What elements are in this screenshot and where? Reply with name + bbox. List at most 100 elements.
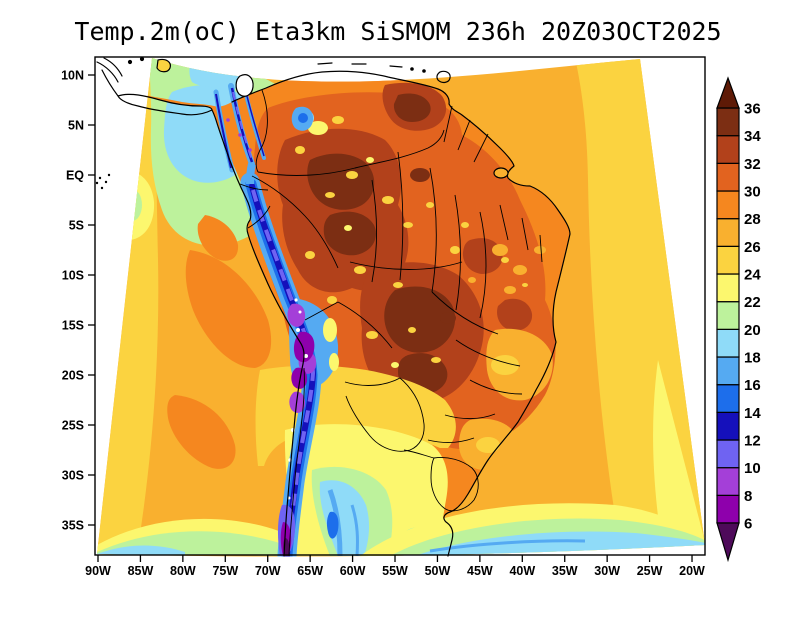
colorbar-segment [716, 245, 740, 275]
colorbar-segment [716, 384, 740, 413]
colorbar-label: 34 [744, 128, 761, 145]
colorbar-segment [716, 494, 740, 524]
colorbar: 36 34 32 30 28 26 24 22 20 18 16 14 12 10 8 6 [716, 76, 761, 563]
field-region [167, 395, 236, 469]
y-tick-label: 10N [61, 69, 84, 83]
colorbar-label: 18 [744, 350, 761, 367]
bottom-bands-east [360, 503, 705, 557]
speckle [468, 277, 476, 283]
panama-coast [101, 69, 213, 116]
x-tick-label: 85W [128, 564, 154, 578]
east-coastline [231, 70, 571, 557]
bottom-bands-west [97, 518, 300, 556]
speckle [382, 196, 394, 204]
se-brazil-patches [458, 244, 553, 470]
coastlines [95, 56, 571, 557]
x-tick-label: 55W [382, 564, 408, 578]
x-tick-label: 80W [170, 564, 196, 578]
speckle [305, 251, 315, 259]
brazil-state-borders [349, 151, 543, 443]
colorbar-label: 24 [744, 267, 761, 284]
speckle [327, 296, 337, 304]
speckle [366, 331, 378, 339]
colorbar-segment [716, 135, 740, 164]
tepui-spot [291, 106, 314, 131]
speckle [522, 283, 528, 287]
x-tick-label: 70W [255, 564, 281, 578]
west-coastline [211, 109, 305, 557]
speckle [332, 116, 344, 124]
y-tick-label: 5N [68, 119, 84, 133]
x-tick-label: 75W [212, 564, 238, 578]
y-tick-label: 25S [62, 419, 84, 433]
y-tick-label: 30S [62, 469, 84, 483]
x-tick-label: 50W [425, 564, 451, 578]
x-tick-label: 20W [679, 564, 705, 578]
caribbean-islands [317, 62, 403, 68]
y-tick-label: 10S [62, 269, 84, 283]
colorbar-segment [716, 301, 740, 330]
temperature-field [97, 58, 705, 557]
colorbar-segment [716, 273, 740, 303]
speckle [354, 266, 366, 274]
y-tick-label: 5S [69, 219, 84, 233]
colorbar-segment [716, 162, 740, 192]
x-tick-label: 90W [85, 564, 111, 578]
colorbar-segment [716, 107, 740, 137]
island-dot [422, 69, 426, 73]
lake-maracaibo [235, 74, 254, 97]
speckle [408, 327, 416, 333]
speckle [501, 257, 509, 263]
colorbar-segment [716, 218, 740, 247]
colorbar-top-arrow [716, 76, 740, 109]
speckle [391, 362, 399, 368]
trinidad-island [436, 70, 451, 84]
galapagos-dots [95, 173, 111, 190]
speckle [450, 246, 460, 254]
colorbar-segment [716, 467, 740, 496]
speckle [325, 192, 335, 198]
field-region [185, 250, 272, 368]
speckle [461, 222, 469, 228]
colorbar-segment [716, 356, 740, 386]
country-borders [239, 89, 543, 557]
plot-frame [94, 56, 706, 556]
island-dot [410, 67, 414, 71]
colorbar-label: 26 [744, 239, 761, 256]
speckle [403, 222, 413, 228]
y-tick-label: EQ [66, 169, 84, 183]
x-tick-label: 60W [340, 564, 366, 578]
y-tick-label: 35S [62, 519, 84, 533]
y-axis: 10N 5N EQ 5S 10S 15S 20S 25S 30S 35S [61, 69, 95, 533]
colorbar-label: 20 [744, 322, 761, 339]
x-tick-label: 25W [637, 564, 663, 578]
colorbar-label: 6 [744, 516, 752, 533]
colorbar-label: 22 [744, 294, 761, 311]
corner-islet [156, 58, 171, 73]
field-region [197, 215, 239, 261]
colorbar-label: 36 [744, 101, 761, 118]
marajo-island [493, 167, 509, 179]
x-tick-label: 40W [509, 564, 535, 578]
x-tick-label: 65W [297, 564, 323, 578]
field-region [122, 189, 142, 221]
speckle [393, 282, 403, 288]
y-tick-label: 20S [62, 369, 84, 383]
colorbar-bottom-arrow [716, 522, 740, 563]
x-tick-label: 45W [467, 564, 493, 578]
colorbar-label: 28 [744, 211, 761, 228]
speckle [344, 225, 352, 231]
speckle [366, 157, 374, 163]
colorbar-label: 14 [744, 405, 761, 422]
colorbar-segment [716, 190, 740, 220]
field-region [653, 360, 705, 546]
chart-title: Temp.2m(oC) Eta3km SiSMOM 236h 20Z03OCT2… [74, 17, 721, 46]
x-tick-label: 35W [552, 564, 578, 578]
island-dot [127, 59, 133, 65]
y-tick-label: 15S [62, 319, 84, 333]
colorbar-label: 30 [744, 184, 761, 201]
island-dot [139, 56, 145, 62]
warm-speckles [295, 116, 528, 368]
